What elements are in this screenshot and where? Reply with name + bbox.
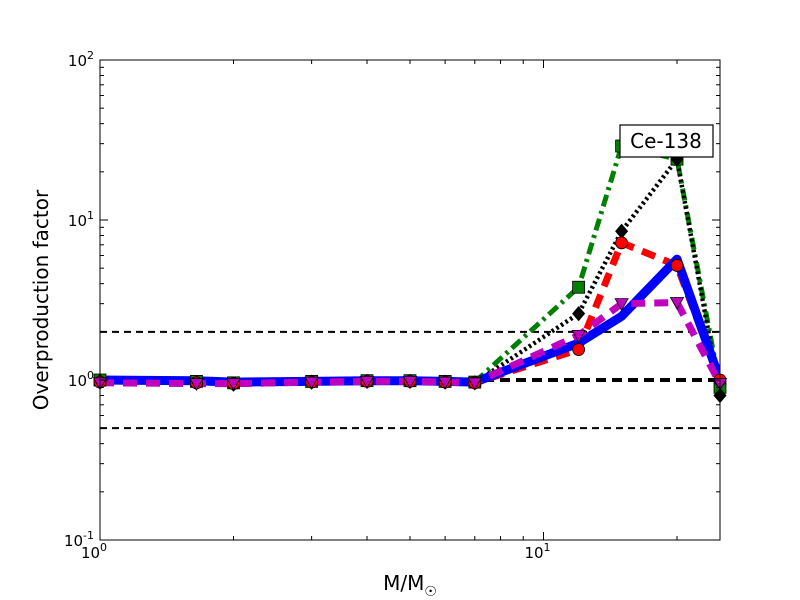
series-4-point-3 xyxy=(304,376,319,390)
series-4-point-7 xyxy=(467,377,482,391)
x-axis-label: M/M☉ xyxy=(383,571,437,600)
annotation-frame xyxy=(619,124,714,158)
y-tick-label: 10-1 xyxy=(64,529,94,550)
annotation-box: Ce-138 xyxy=(619,124,714,158)
series-4-point-9 xyxy=(614,298,629,311)
annotation-label: Ce-138 xyxy=(630,129,702,153)
x-tick-label: 100 xyxy=(81,541,107,562)
series-4-point-5 xyxy=(402,376,418,389)
y-tick-label: 102 xyxy=(68,49,94,70)
series-4-point-2 xyxy=(226,378,241,391)
series-4-point-10 xyxy=(669,297,685,310)
y-tick-label: 101 xyxy=(68,209,94,230)
x-tick-label: 101 xyxy=(524,541,550,562)
y-tick-label: 100 xyxy=(68,369,94,390)
series-2-point-8 xyxy=(572,343,586,356)
series-2-point-9 xyxy=(615,236,629,250)
series-4-point-4 xyxy=(359,376,375,389)
series-4-point-1 xyxy=(189,378,204,391)
series-4-point-6 xyxy=(437,376,453,390)
y-axis-label: Overproduction factor xyxy=(29,189,53,410)
series-1-point-8 xyxy=(572,305,586,322)
series-2-point-10 xyxy=(670,259,684,272)
series-0-point-8 xyxy=(572,280,586,294)
axis-ticks xyxy=(99,59,720,541)
series-4-point-8 xyxy=(571,329,586,343)
